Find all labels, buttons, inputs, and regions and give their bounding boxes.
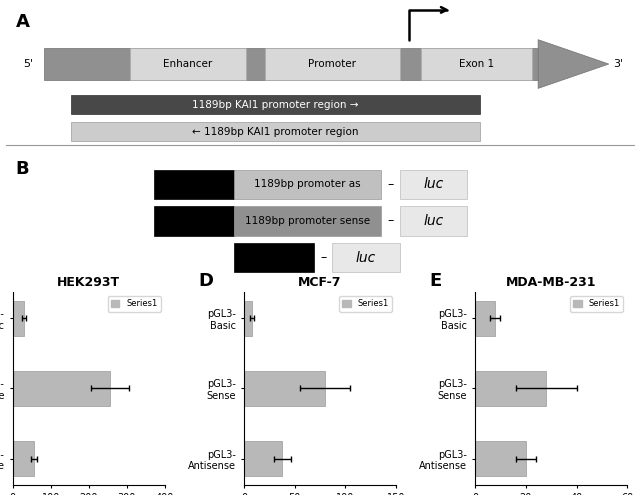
Bar [244, 371, 325, 406]
Polygon shape [400, 206, 467, 236]
Text: –: – [320, 251, 326, 264]
Text: ← 1189bp KAI1 promoter region: ← 1189bp KAI1 promoter region [192, 127, 358, 137]
Bar [475, 441, 526, 476]
Polygon shape [234, 169, 381, 199]
Text: B: B [16, 160, 29, 178]
Polygon shape [265, 48, 400, 80]
Text: E: E [429, 272, 442, 291]
Bar [13, 371, 109, 406]
Title: MDA-MB-231: MDA-MB-231 [506, 276, 596, 289]
Text: –: – [388, 178, 394, 191]
Text: 1189bp KAI1 promoter region →: 1189bp KAI1 promoter region → [192, 99, 358, 109]
Legend: Series1: Series1 [339, 296, 392, 311]
Text: Exon 1: Exon 1 [459, 59, 494, 69]
Bar [475, 371, 546, 406]
Polygon shape [154, 169, 234, 199]
Polygon shape [421, 48, 532, 80]
Polygon shape [154, 206, 234, 236]
Text: 3': 3' [613, 59, 623, 69]
Polygon shape [234, 243, 314, 272]
Bar [13, 300, 24, 336]
Bar [13, 441, 34, 476]
Text: luc: luc [424, 177, 444, 191]
Text: Enhancer: Enhancer [163, 59, 212, 69]
Bar [244, 300, 252, 336]
Legend: Series1: Series1 [570, 296, 623, 311]
Polygon shape [71, 122, 480, 141]
Bar [475, 300, 495, 336]
Legend: Series1: Series1 [108, 296, 161, 311]
Text: luc: luc [424, 214, 444, 228]
Text: A: A [16, 12, 29, 31]
Text: 1189bp promoter sense: 1189bp promoter sense [245, 216, 371, 226]
Text: 5': 5' [23, 59, 33, 69]
Text: Promoter: Promoter [308, 59, 356, 69]
Polygon shape [234, 206, 381, 236]
Title: MCF-7: MCF-7 [298, 276, 342, 289]
Bar [244, 441, 282, 476]
Polygon shape [400, 169, 467, 199]
Text: D: D [198, 272, 213, 291]
Polygon shape [44, 48, 538, 80]
Polygon shape [129, 48, 246, 80]
Title: HEK293T: HEK293T [57, 276, 120, 289]
Text: 1189bp promoter as: 1189bp promoter as [254, 179, 361, 189]
Text: luc: luc [356, 250, 376, 265]
Polygon shape [71, 95, 480, 114]
Text: –: – [388, 214, 394, 227]
Polygon shape [332, 243, 400, 272]
Polygon shape [538, 40, 609, 89]
